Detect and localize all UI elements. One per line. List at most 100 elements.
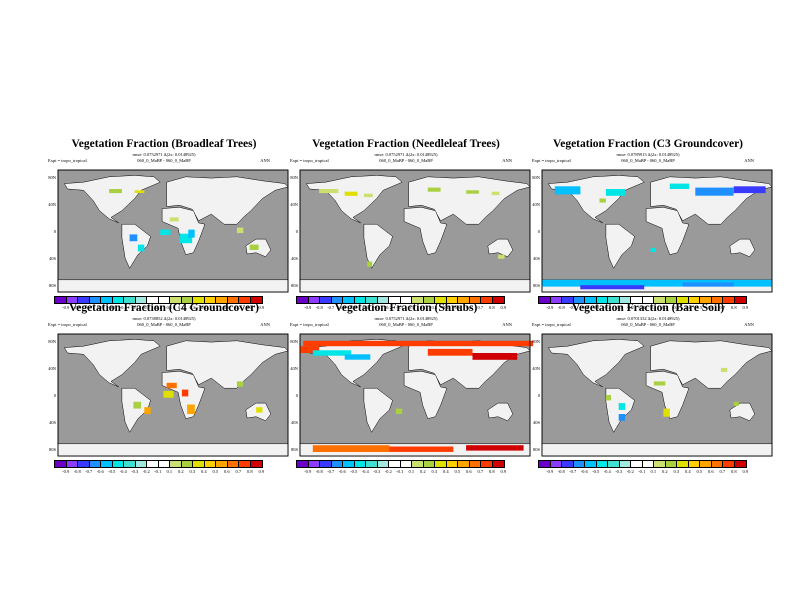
- colorbar-label: -0.9: [62, 305, 70, 310]
- colorbar-swatch: [412, 461, 424, 467]
- colorbar-swatch: [101, 461, 113, 467]
- colorbar-swatch: [631, 297, 643, 303]
- colorbar-swatch: [700, 297, 712, 303]
- panel-broadleaf: Vegetation Fraction (Broadleaf Trees) rms…: [44, 138, 289, 328]
- colorbar-swatch: [654, 461, 666, 467]
- chart-title: Vegetation Fraction (C3 Groundcover): [552, 138, 744, 150]
- colorbar-label: 0.6: [223, 469, 230, 474]
- anomaly-cell: [236, 227, 244, 233]
- colorbar-swatch: [204, 461, 216, 467]
- plot-frame: [541, 333, 773, 457]
- colorbar-swatch: [446, 461, 458, 467]
- colorbar-swatch: [492, 297, 504, 303]
- anomaly-cell: [605, 189, 626, 196]
- anomaly-cell: [733, 401, 739, 406]
- colorbar-swatch: [147, 297, 159, 303]
- lat-tick-label: 40S: [533, 420, 541, 425]
- chart-stats: rmse: 0.0752971 ∆(2x: 0.0148925): [374, 316, 438, 321]
- land-mass: [547, 339, 645, 388]
- colorbar-label: -0.2: [384, 305, 392, 310]
- colorbar-label: -0.7: [327, 305, 335, 310]
- colorbar-swatch: [596, 461, 608, 467]
- colorbar-swatch: [700, 461, 712, 467]
- colorbar-swatch: [181, 461, 193, 467]
- colorbar-swatch: [170, 461, 182, 467]
- colorbar-swatch: [216, 297, 228, 303]
- anomaly-cell: [466, 445, 524, 451]
- lat-tick-label: 40N: [290, 202, 299, 207]
- colorbar-swatch: [89, 297, 101, 303]
- colorbar-label: -0.8: [315, 469, 323, 474]
- colorbar-swatch: [331, 461, 343, 467]
- chart-expt: Expt = tropo_tropical: [532, 158, 571, 163]
- colorbar-swatch: [734, 297, 746, 303]
- colorbar-swatch: [711, 461, 723, 467]
- colorbar-swatch: [354, 461, 366, 467]
- map-plot: 80N40N040S80S180120W60W060E120E180: [532, 169, 773, 293]
- colorbar-swatch: [539, 461, 551, 467]
- colorbar-swatch: [596, 297, 608, 303]
- colorbar-label: 0.6: [465, 469, 472, 474]
- anomaly-cell: [160, 229, 171, 235]
- colorbar-swatch: [204, 297, 216, 303]
- land-mass: [121, 387, 151, 433]
- anomaly-cell: [236, 381, 244, 387]
- anomaly-cell: [319, 189, 339, 194]
- colorbar-label: 0.5: [454, 305, 461, 310]
- anomaly-cell: [669, 183, 689, 189]
- land-mass: [403, 207, 448, 255]
- colorbar-swatch: [573, 297, 585, 303]
- lat-tick-label: 80S: [291, 447, 299, 452]
- lat-tick-label: 40N: [290, 366, 299, 371]
- lat-tick-label: 0: [538, 229, 541, 234]
- chart-title: Vegetation Fraction (Needleleaf Trees): [312, 138, 500, 150]
- colorbar-label: -0.6: [338, 469, 346, 474]
- colorbar-swatch: [573, 461, 585, 467]
- colorbar-label: -0.5: [592, 305, 600, 310]
- lat-tick-label: 40N: [48, 202, 57, 207]
- colorbar-swatch: [147, 461, 159, 467]
- colorbar-swatch: [239, 461, 251, 467]
- chart-expt: Expt = tropo_tropical: [290, 322, 329, 327]
- land-mass: [487, 238, 514, 258]
- lat-tick-label: 80N: [532, 175, 541, 180]
- lat-tick-label: 80S: [291, 283, 299, 288]
- colorbar-label: -0.9: [62, 469, 70, 474]
- anomaly-cell: [179, 233, 193, 244]
- colorbar-label: -0.9: [546, 469, 554, 474]
- anomaly-cell: [663, 408, 670, 417]
- colorbar-label: -0.4: [603, 305, 611, 310]
- colorbar-swatch: [492, 461, 504, 467]
- lat-tick-label: 80N: [290, 175, 299, 180]
- colorbar-swatch: [135, 461, 147, 467]
- anomaly-cell: [256, 407, 263, 413]
- colorbar-label: -0.8: [315, 305, 323, 310]
- colorbar-swatch: [423, 297, 435, 303]
- colorbar-label: -0.3: [373, 305, 381, 310]
- colorbar-label: -0.6: [580, 305, 588, 310]
- plot-frame: [57, 169, 289, 293]
- colorbar-label: 0.5: [212, 469, 219, 474]
- anomaly-cell: [491, 191, 500, 196]
- colorbar-swatch: [193, 461, 205, 467]
- chart-expt: Expt = tropo_tropical: [532, 322, 571, 327]
- colorbar-label: 0.8: [246, 469, 253, 474]
- anomaly-cell: [163, 390, 174, 398]
- chart-stats: rmse: 0.0701332 ∆(2x: 0.0148925): [616, 316, 680, 321]
- chart-subtitle: 060_0_MaBP - 060_0_MaBP: [379, 322, 433, 327]
- lat-tick-label: 80N: [290, 339, 299, 344]
- colorbar-label: -0.1: [396, 305, 404, 310]
- colorbar-swatch: [608, 297, 620, 303]
- colorbar-label: -0.3: [131, 305, 139, 310]
- colorbar-swatch: [170, 297, 182, 303]
- anomaly-cell: [109, 189, 122, 194]
- colorbar-swatch: [297, 461, 309, 467]
- colorbar-swatch: [112, 461, 124, 467]
- anomaly-cell: [618, 403, 626, 410]
- colorbar-swatch: [55, 297, 67, 303]
- anomaly-cell: [466, 190, 479, 194]
- land-mass: [541, 443, 773, 457]
- colorbar-label: 0.5: [696, 305, 703, 310]
- colorbar-label: 0.4: [684, 469, 691, 474]
- colorbar-swatch: [250, 461, 262, 467]
